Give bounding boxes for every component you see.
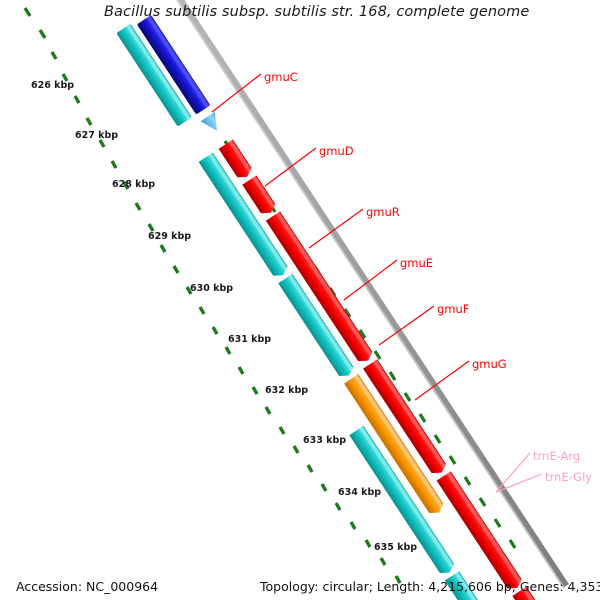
ruler-tick-label: 626 kbp xyxy=(31,80,75,91)
genome-stats-text: Topology: circular; Length: 4,215,606 bp… xyxy=(260,579,600,594)
gene-feature-gmuF-red[interactable] xyxy=(436,471,525,592)
gene-label-gmuG[interactable]: gmuG xyxy=(472,357,507,371)
gene-feature-gmuC-red[interactable] xyxy=(218,139,255,182)
trna-label-trnE-Arg[interactable]: trnE-Arg xyxy=(533,449,581,463)
ruler-tick-label: 633 kbp xyxy=(303,435,347,446)
gene-feature-lightblue-arrow[interactable] xyxy=(200,111,225,136)
gene-label-leader-lines xyxy=(211,73,470,401)
ruler-tick-label: 629 kbp xyxy=(148,231,192,242)
trna-label-leader-lines xyxy=(495,452,543,493)
gene-feature-blue[interactable] xyxy=(137,15,211,115)
ruler-tick-label: 627 kbp xyxy=(75,130,119,141)
gene-feature-gmuE-red[interactable] xyxy=(363,359,449,477)
trna-label-trnE-Gly[interactable]: trnE-Gly xyxy=(545,470,593,484)
gene-feature-cyan-0[interactable] xyxy=(116,24,192,127)
ruler-tick-label: 631 kbp xyxy=(228,334,272,345)
ruler-tick-label: 635 kbp xyxy=(374,542,418,553)
gene-label-gmuC[interactable]: gmuC xyxy=(264,70,298,84)
gene-feature-gmuE-cyan[interactable] xyxy=(349,425,457,577)
gene-label-gmuE[interactable]: gmuE xyxy=(400,256,434,270)
coordinate-ruler-ticks xyxy=(23,7,517,584)
gene-feature-gmuD-cyan[interactable] xyxy=(278,273,356,380)
page-title: Bacillus subtilis subsp. subtilis str. 1… xyxy=(104,4,530,20)
gene-feature-gmuR-orange[interactable] xyxy=(344,374,446,517)
gene-feature-gmuC-cyan[interactable] xyxy=(198,152,291,280)
ruler-tick-label: 634 kbp xyxy=(338,487,382,498)
ruler-tick-label: 628 kbp xyxy=(112,179,156,190)
gene-label-gmuD[interactable]: gmuD xyxy=(319,144,354,158)
gene-feature-gmuF-cyan[interactable] xyxy=(444,571,506,600)
accession-text: Accession: NC_000964 xyxy=(16,579,159,594)
sequence-backbone[interactable] xyxy=(164,0,569,589)
gene-label-gmuF[interactable]: gmuF xyxy=(437,302,470,316)
gene-feature-gmuD-red[interactable] xyxy=(265,211,375,365)
gene-label-gmuR[interactable]: gmuR xyxy=(366,205,400,219)
ruler-tick-label: 632 kbp xyxy=(265,385,309,396)
ruler-tick-label: 630 kbp xyxy=(190,283,234,294)
gene-feature-red-2[interactable] xyxy=(242,175,278,217)
